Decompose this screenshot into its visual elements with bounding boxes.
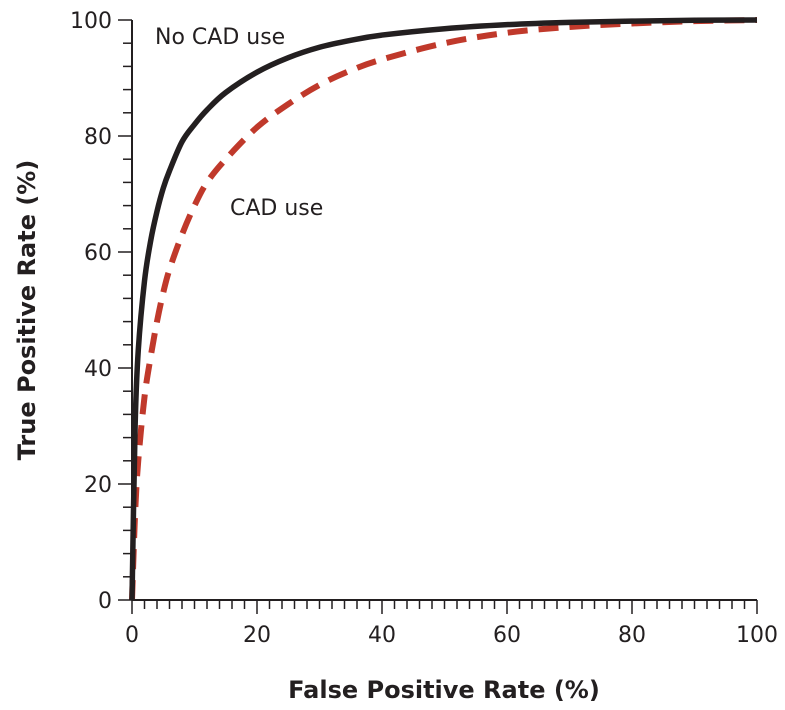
axes-layer: 0 20 40 60 80 100 0 20 40 60 80 100 (70, 9, 778, 648)
y-tick-label: 40 (84, 357, 112, 382)
y-tick-label: 60 (84, 241, 112, 266)
x-tick-label: 80 (618, 623, 646, 648)
series-label-no-cad-use: No CAD use (155, 25, 285, 50)
series-line-cad-use (129, 17, 758, 601)
y-axis-title: True Positive Rate (%) (13, 160, 41, 461)
series-line-no-cad-use (129, 17, 758, 601)
x-tick-label: 40 (368, 623, 396, 648)
y-tick-label: 0 (98, 589, 112, 614)
x-axis-title: False Positive Rate (%) (288, 676, 600, 704)
x-tick-label: 0 (125, 623, 139, 648)
y-tick-label: 80 (84, 125, 112, 150)
x-tick-label: 100 (736, 623, 778, 648)
x-tick-label: 60 (493, 623, 521, 648)
y-tick-label: 100 (70, 9, 112, 34)
y-tick-label: 20 (84, 473, 112, 498)
x-tick-label: 20 (243, 623, 271, 648)
curves-layer (129, 17, 758, 601)
labels-layer: False Positive Rate (%) True Positive Ra… (13, 25, 600, 704)
series-label-cad-use: CAD use (230, 196, 323, 221)
